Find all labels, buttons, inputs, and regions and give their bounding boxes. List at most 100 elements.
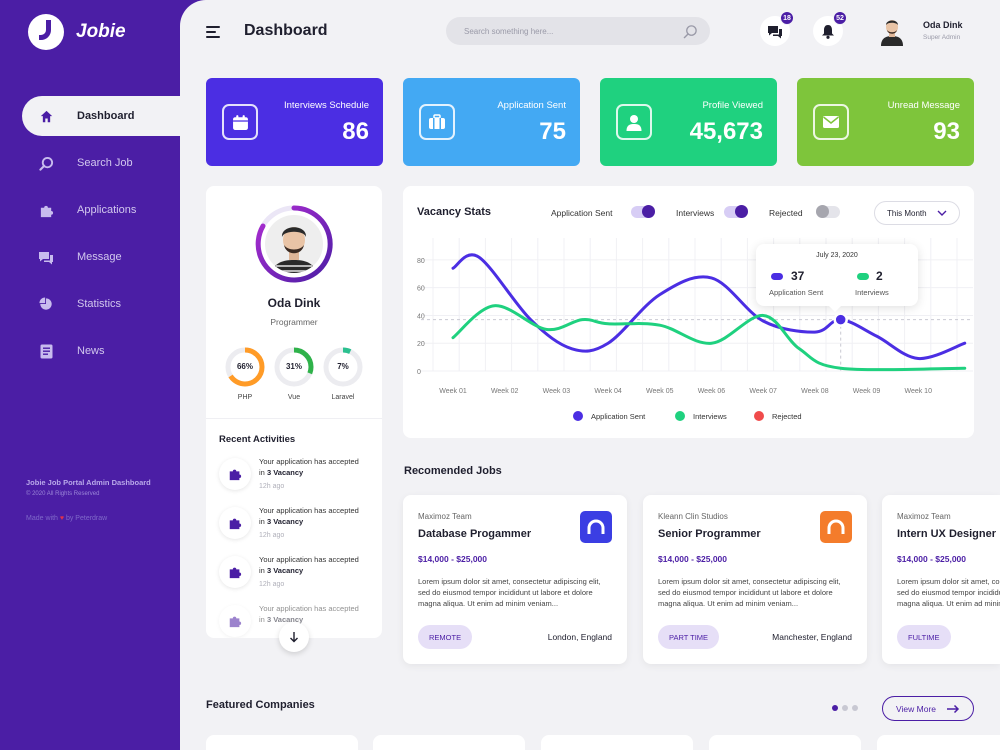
profile-name: Oda Dink bbox=[267, 296, 321, 310]
chat-icon bbox=[768, 25, 782, 38]
legend-label: Rejected bbox=[772, 411, 802, 421]
company-card[interactable] bbox=[709, 735, 861, 750]
job-company: Maximoz Team bbox=[897, 512, 951, 521]
y-tick-label: 60 bbox=[417, 286, 425, 293]
puzzle-icon bbox=[219, 458, 251, 490]
footer-credit-suffix: by Peterdraw bbox=[65, 515, 108, 522]
menu-icon[interactable] bbox=[206, 26, 220, 41]
job-type-tag[interactable]: PART TIME bbox=[658, 625, 720, 649]
stat-card-unread-messages[interactable]: Unread Message 93 bbox=[797, 78, 974, 166]
puzzle-icon bbox=[219, 507, 251, 539]
stat-label: Profile Viewed bbox=[702, 100, 763, 111]
sidebar-footer: Jobie Job Portal Admin Dashboard © 2020 … bbox=[26, 478, 166, 522]
stat-value: 75 bbox=[539, 118, 566, 145]
activity-item[interactable]: Your application has accepted in 3 Vacan… bbox=[219, 505, 379, 549]
chevron-down-icon bbox=[937, 210, 947, 216]
arrow-down-icon bbox=[290, 632, 298, 643]
toggle-rejected[interactable] bbox=[816, 205, 840, 218]
search-input[interactable] bbox=[464, 26, 683, 36]
view-more-button[interactable]: View More bbox=[882, 696, 974, 721]
tooltip-interviews-label: Interviews bbox=[855, 288, 889, 297]
legend-label: Interviews bbox=[693, 411, 727, 421]
x-tick-label: Week 10 bbox=[904, 388, 932, 395]
footer-title: Jobie Job Portal Admin Dashboard bbox=[26, 478, 151, 487]
skill-php: 66% PHP bbox=[224, 346, 266, 401]
toggle-interviews[interactable] bbox=[724, 205, 748, 218]
user-name[interactable]: Oda Dink bbox=[923, 20, 963, 30]
chart-tooltip: July 23, 2020 37 Application Sent 2 Inte… bbox=[756, 244, 918, 312]
carousel-dots[interactable] bbox=[832, 705, 858, 711]
activity-time: 12h ago bbox=[259, 532, 285, 539]
sidebar-item-statistics[interactable]: Statistics bbox=[22, 284, 180, 324]
messages-button[interactable]: 18 bbox=[760, 11, 794, 46]
messages-badge: 18 bbox=[780, 11, 794, 25]
sidebar-nav: Dashboard Search Job Applications Messag… bbox=[22, 96, 180, 378]
job-card[interactable]: Maximoz Team Intern UX Designer $14,000 … bbox=[882, 495, 1000, 664]
notifications-button[interactable]: 52 bbox=[813, 11, 847, 46]
x-tick-label: Week 08 bbox=[801, 388, 829, 395]
job-card[interactable]: Kleann Clin Studios Senior Programmer $1… bbox=[643, 495, 867, 664]
y-tick-label: 80 bbox=[417, 258, 425, 265]
y-tick-label: 40 bbox=[417, 313, 425, 320]
company-card[interactable] bbox=[877, 735, 1000, 750]
job-description: Lorem ipsum dolor sit amet, consectetur … bbox=[658, 577, 841, 608]
job-title: Senior Programmer bbox=[658, 528, 761, 540]
company-logo-icon bbox=[820, 511, 852, 543]
arrow-right-icon bbox=[947, 704, 960, 714]
featured-companies-title: Featured Companies bbox=[206, 699, 315, 711]
job-type-tag[interactable]: REMOTE bbox=[418, 625, 473, 649]
x-tick-label: Week 02 bbox=[491, 388, 519, 395]
skill-name: PHP bbox=[237, 394, 253, 401]
bell-icon bbox=[822, 24, 834, 39]
job-location: London, England bbox=[547, 632, 612, 642]
stat-card-interviews[interactable]: Interviews Schedule 86 bbox=[206, 78, 383, 166]
sidebar-item-dashboard[interactable]: Dashboard bbox=[22, 96, 180, 136]
puzzle-icon bbox=[38, 202, 54, 218]
stat-card-profile-viewed[interactable]: Profile Viewed 45,673 bbox=[600, 78, 777, 166]
profile-avatar[interactable] bbox=[254, 204, 334, 284]
skill-progress-ring bbox=[323, 347, 363, 387]
job-title: Intern UX Designer bbox=[897, 528, 997, 540]
legend-item[interactable]: Application Sent bbox=[573, 411, 645, 421]
activity-item[interactable]: Your application has accepted in 3 Vacan… bbox=[219, 456, 379, 500]
user-icon bbox=[616, 104, 652, 140]
activity-text: Your application has accepted in 3 Vacan… bbox=[259, 457, 359, 477]
legend-label: Application Sent bbox=[591, 411, 646, 421]
skill-name: Vue bbox=[287, 394, 301, 401]
activity-text: Your application has accepted in 3 Vacan… bbox=[259, 506, 359, 526]
y-tick-label: 0 bbox=[417, 369, 421, 376]
tooltip-interviews-value: 2 bbox=[876, 269, 883, 283]
activity-item[interactable]: Your application has accepted in 3 Vacan… bbox=[219, 554, 379, 598]
scroll-down-button[interactable] bbox=[279, 622, 309, 652]
skill-name: Laravel bbox=[331, 394, 355, 401]
sidebar-item-message[interactable]: Message bbox=[22, 237, 180, 277]
company-card[interactable] bbox=[541, 735, 693, 750]
sidebar-item-news[interactable]: News bbox=[22, 331, 180, 371]
sidebar-item-label: Search Job bbox=[77, 157, 133, 169]
skill-percent: 66% bbox=[236, 362, 253, 371]
job-title: Database Progammer bbox=[418, 528, 532, 540]
news-icon bbox=[38, 343, 54, 359]
avatar[interactable] bbox=[878, 16, 906, 46]
x-tick-label: Week 04 bbox=[594, 388, 622, 395]
vacancy-line-chart: 0 20 40 60 80 Week 01 Week 02 Week 03 Week 04 Wee… bbox=[417, 238, 973, 395]
company-card[interactable] bbox=[373, 735, 525, 750]
brand-logo[interactable]: Jobie bbox=[28, 14, 126, 50]
legend-item[interactable]: Interviews bbox=[675, 411, 727, 421]
x-tick-label: Week 05 bbox=[646, 388, 674, 395]
calendar-icon bbox=[222, 104, 258, 140]
stat-card-applications[interactable]: Application Sent 75 bbox=[403, 78, 580, 166]
search-icon bbox=[38, 155, 54, 171]
company-card[interactable] bbox=[206, 735, 358, 750]
sidebar-item-applications[interactable]: Applications bbox=[22, 190, 180, 230]
toggle-application-sent[interactable] bbox=[631, 205, 655, 218]
job-card[interactable]: Maximoz Team Database Progammer $14,000 … bbox=[403, 495, 627, 664]
activity-item[interactable]: Your application has accepted in 3 Vacan… bbox=[219, 603, 379, 638]
legend-item[interactable]: Rejected bbox=[754, 411, 802, 421]
sidebar-item-search-job[interactable]: Search Job bbox=[22, 143, 180, 183]
search-icon[interactable] bbox=[683, 24, 698, 39]
x-tick-label: Week 01 bbox=[439, 388, 467, 395]
period-select[interactable]: This Month bbox=[874, 201, 960, 225]
job-type-tag[interactable]: FULTIME bbox=[897, 625, 951, 649]
sidebar-item-label: Statistics bbox=[77, 298, 122, 310]
